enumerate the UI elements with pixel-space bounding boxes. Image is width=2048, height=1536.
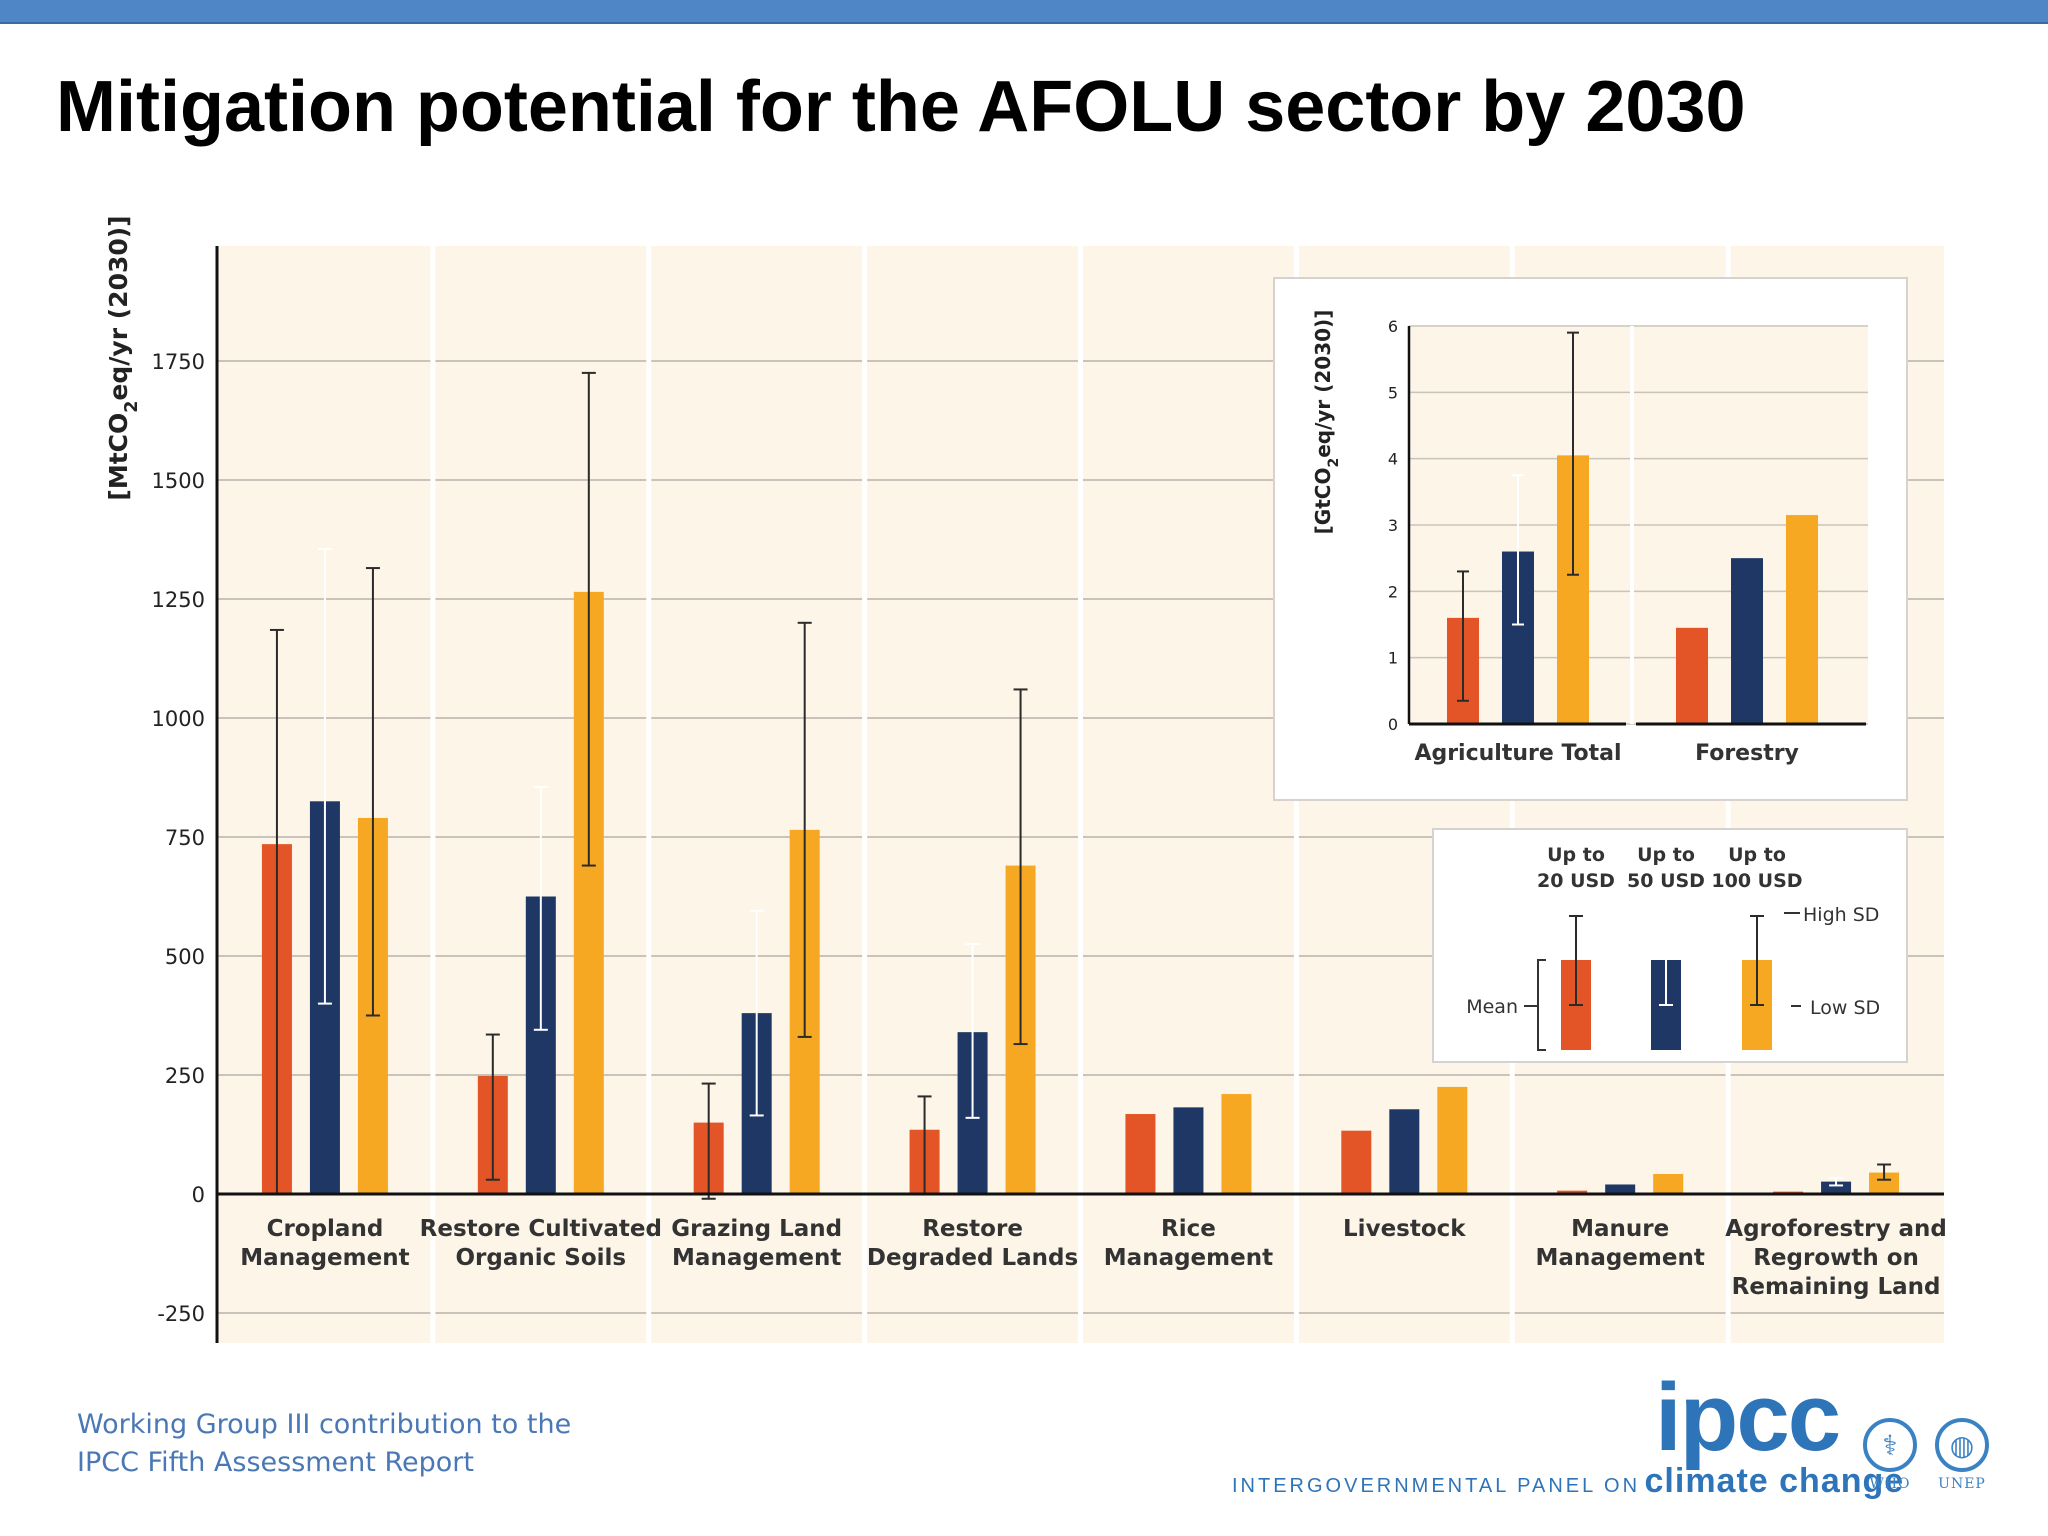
legend-header-line1: Up to — [1547, 844, 1605, 866]
ipcc-org-small: INTERGOVERNMENTAL PANEL ON — [1232, 1475, 1641, 1497]
legend-header-line1: Up to — [1637, 844, 1695, 866]
category-label: Restore Cultivated — [420, 1216, 662, 1242]
category-label: Management — [240, 1245, 409, 1271]
inset-y-tick-label: 0 — [1388, 715, 1398, 734]
category-label: Remaining Land — [1732, 1274, 1941, 1300]
bar — [1605, 1184, 1636, 1194]
y-tick-label: 250 — [165, 1064, 205, 1088]
inset-category-label: Agriculture Total — [1414, 741, 1621, 766]
bar — [1125, 1114, 1156, 1194]
bar — [1869, 1172, 1900, 1194]
bar — [1341, 1130, 1372, 1194]
category-label: Manure — [1571, 1216, 1669, 1242]
category-label: Rice — [1161, 1216, 1216, 1242]
who-logo: ⚕ WHO — [1859, 1418, 1921, 1492]
y-axis-title-text: [MtCO2eq/yr (2030)] — [104, 215, 142, 500]
ipcc-logo: ipcc — [1655, 1370, 1841, 1470]
y-tick-label: 750 — [165, 826, 205, 850]
y-tick-label: -250 — [157, 1302, 205, 1326]
unep-label: UNEP — [1938, 1476, 1986, 1492]
category-label: Livestock — [1343, 1216, 1466, 1242]
category-label: Management — [1104, 1245, 1273, 1271]
category-label: Agroforestry and — [1725, 1216, 1947, 1242]
bar — [1173, 1107, 1204, 1194]
y-axis-title: [MtCO2eq/yr (2030)] — [104, 215, 142, 500]
bar — [1221, 1094, 1252, 1194]
category-label: Degraded Lands — [867, 1245, 1078, 1271]
inset-y-tick-label: 4 — [1388, 450, 1398, 469]
y-tick-label: 500 — [165, 945, 205, 969]
ipcc-org-name: INTERGOVERNMENTAL PANEL ON climate chang… — [1232, 1462, 1904, 1501]
legend-header-line2: 50 USD — [1627, 870, 1705, 892]
bar — [1821, 1181, 1852, 1194]
unep-logo: ◍ UNEP — [1931, 1418, 1993, 1492]
inset-y-tick-label: 3 — [1388, 516, 1398, 535]
footer-caption: Working Group III contribution to the IP… — [77, 1406, 571, 1482]
unep-emblem-icon: ◍ — [1935, 1418, 1989, 1472]
category-label: Grazing Land — [671, 1216, 842, 1242]
inset-y-axis-title: [GtCO2eq/yr (2030)] — [1311, 310, 1342, 535]
bar — [1653, 1174, 1684, 1194]
y-tick-label: 0 — [192, 1183, 205, 1207]
ipcc-logo-word: ipcc — [1655, 1364, 1841, 1471]
top-accent-bar — [0, 0, 2048, 24]
footer-line-1: Working Group III contribution to the — [77, 1409, 572, 1440]
inset-category-label: Forestry — [1695, 741, 1799, 766]
category-label: Organic Soils — [456, 1245, 627, 1271]
category-label: Regrowth on — [1753, 1245, 1919, 1271]
inset-bar — [1731, 558, 1763, 724]
category-label: Restore — [922, 1216, 1023, 1242]
legend-high-label: High SD — [1803, 904, 1879, 926]
who-label: WHO — [1869, 1476, 1911, 1492]
slide-title: Mitigation potential for the AFOLU secto… — [56, 67, 1746, 147]
inset-bar — [1676, 627, 1708, 724]
category-label: Management — [1536, 1245, 1705, 1271]
footer-line-2: IPCC Fifth Assessment Report — [77, 1447, 474, 1478]
inset-bar — [1786, 515, 1818, 724]
legend-header-line2: 20 USD — [1537, 870, 1615, 892]
y-tick-label: 1000 — [152, 707, 205, 731]
legend-header-line1: Up to — [1728, 844, 1786, 866]
bar — [1557, 1190, 1588, 1194]
inset-y-tick-label: 6 — [1388, 317, 1398, 336]
category-label: Management — [672, 1245, 841, 1271]
legend-low-label: Low SD — [1810, 997, 1880, 1019]
legend-header-line2: 100 USD — [1711, 870, 1802, 892]
ipcc-org-big: climate change — [1644, 1462, 1905, 1500]
legend-mean-label: Mean — [1466, 996, 1518, 1018]
inset-y-tick-label: 2 — [1388, 582, 1398, 601]
y-tick-label: 1250 — [152, 588, 205, 612]
inset-y-tick-label: 1 — [1388, 649, 1398, 668]
y-tick-label: 1500 — [152, 469, 205, 493]
who-emblem-icon: ⚕ — [1863, 1418, 1917, 1472]
bar — [1437, 1086, 1468, 1194]
inset-y-axis-title-text: [GtCO2eq/yr (2030)] — [1311, 310, 1342, 535]
bar — [1389, 1109, 1420, 1194]
inset-y-tick-label: 5 — [1388, 383, 1398, 402]
category-label: Cropland — [267, 1216, 384, 1242]
y-tick-label: 1750 — [152, 350, 205, 374]
